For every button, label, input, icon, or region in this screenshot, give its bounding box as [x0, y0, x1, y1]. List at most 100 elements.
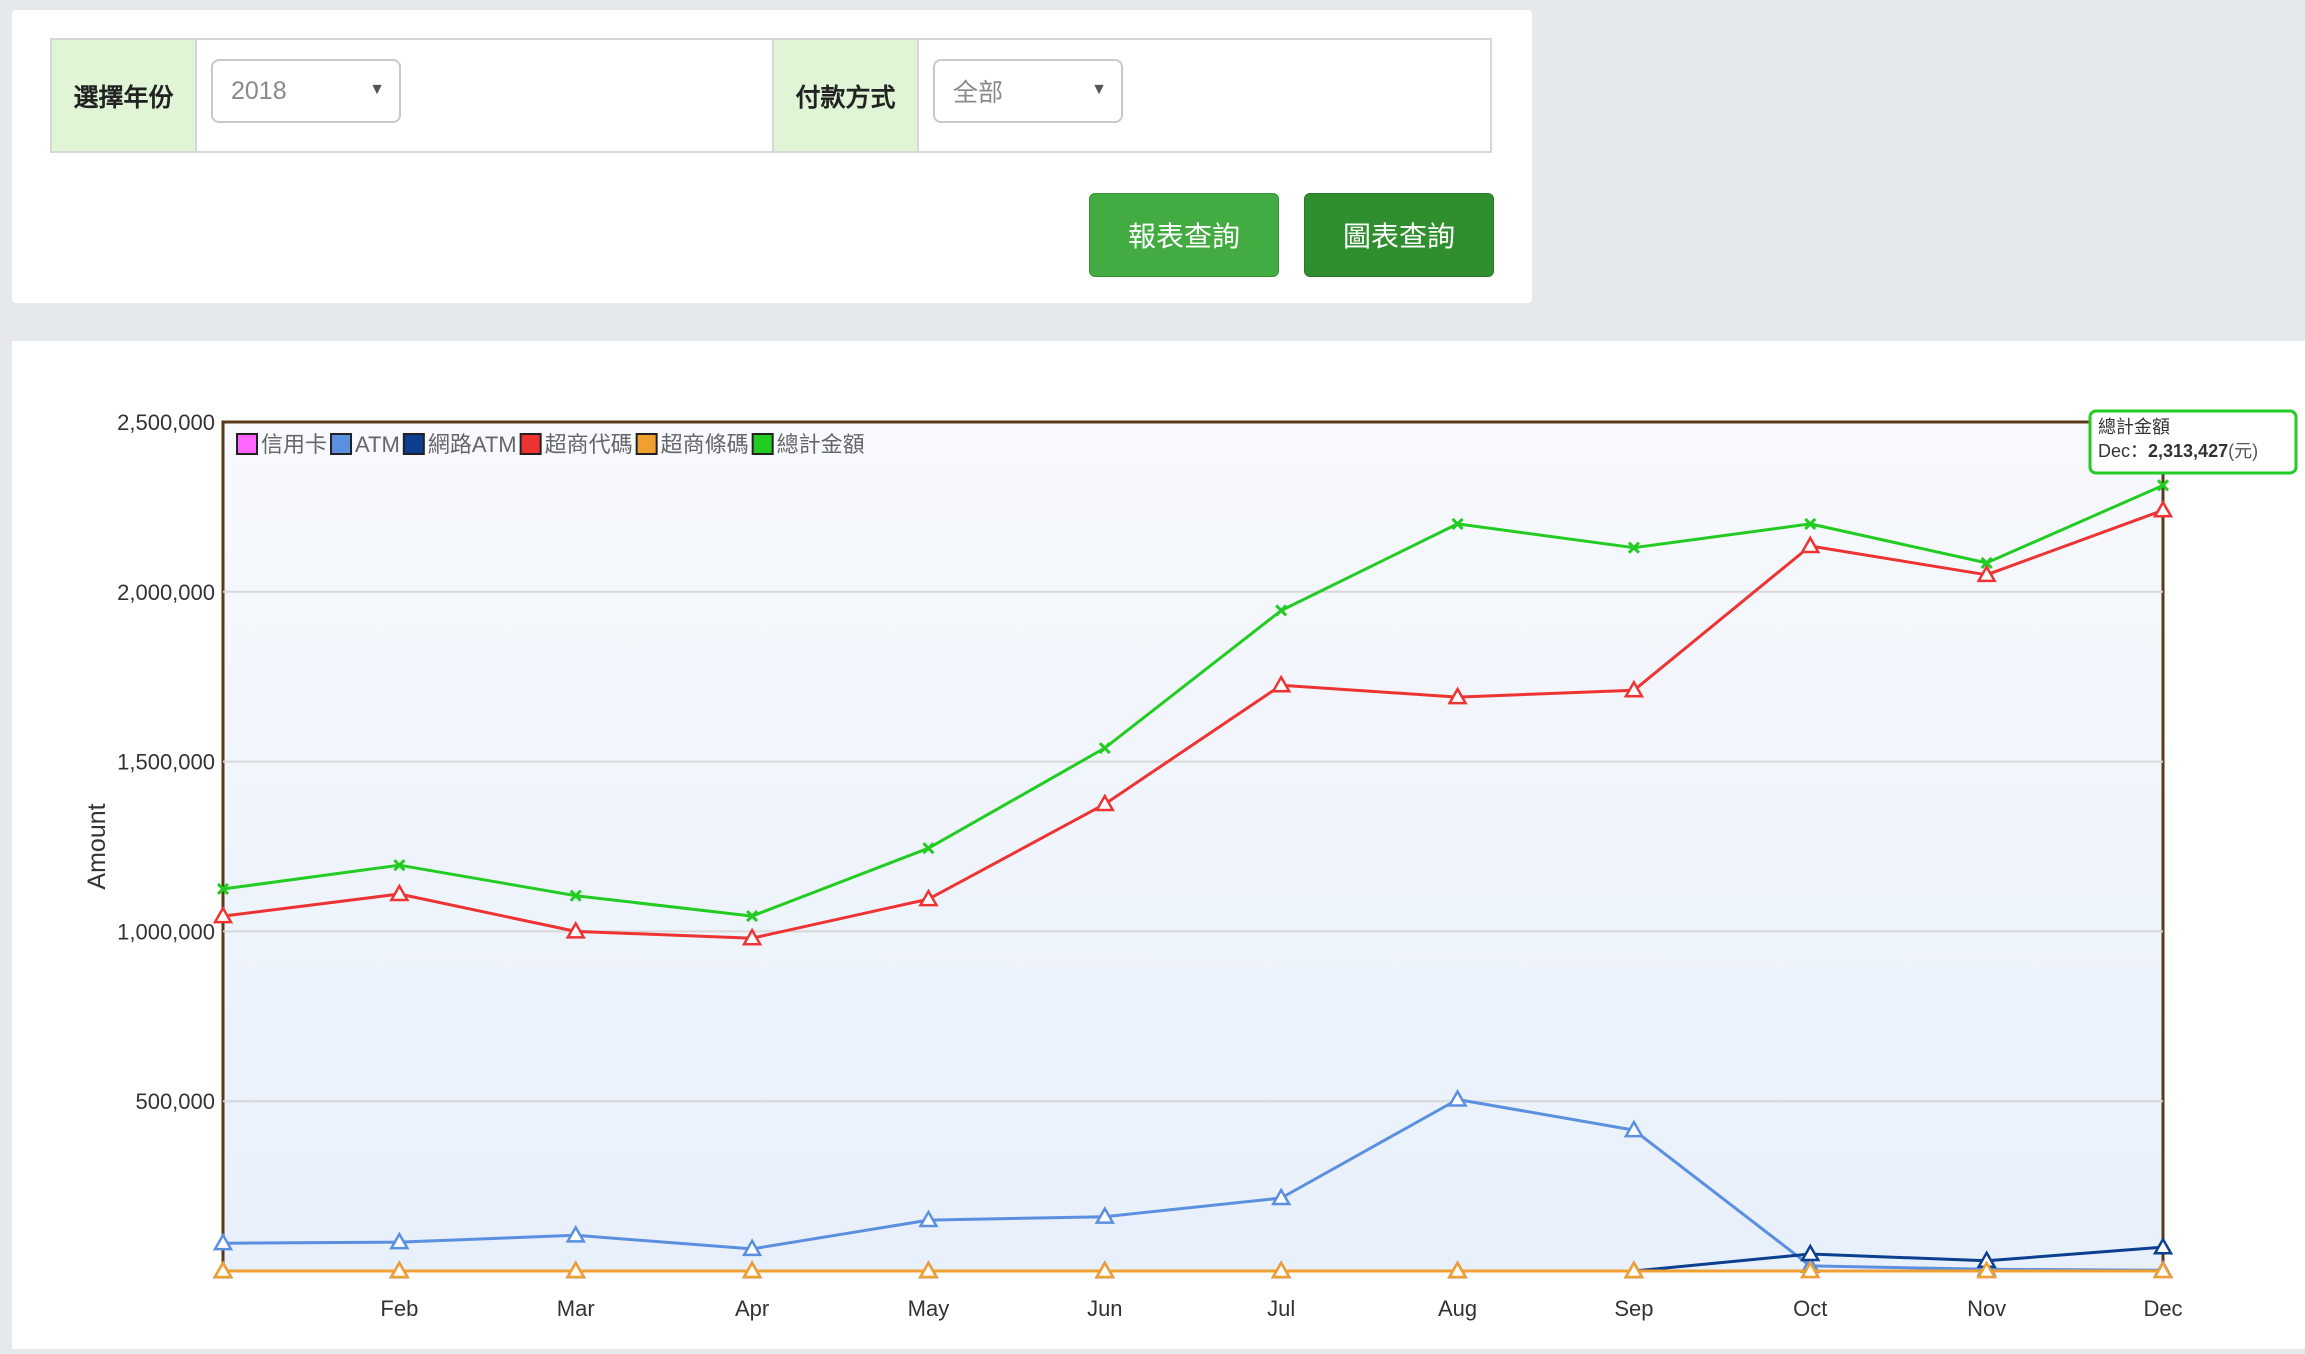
legend: 信用卡 ATM 網路ATM 超商代碼 超商條碼 總計金額	[236, 432, 865, 457]
legend-swatch	[751, 433, 774, 455]
tooltip-title: 總計金額	[2098, 417, 2170, 437]
data-point	[741, 1260, 763, 1279]
data-point	[1447, 1088, 1468, 1107]
legend-item[interactable]: 超商條碼	[635, 432, 749, 457]
data-point	[389, 1260, 410, 1279]
x-tick-label: Mar	[557, 1296, 595, 1321]
legend-swatch	[330, 433, 353, 455]
data-point	[1271, 674, 1292, 693]
legend-label: 網路ATM	[428, 432, 517, 457]
data-point	[212, 1260, 234, 1279]
report-query-button[interactable]: 報表查詢	[1089, 193, 1279, 277]
line-chart: 500,000 1,000,000 1,500,000 2,000,000 2,500,…	[83, 409, 2298, 1321]
data-point	[565, 1260, 586, 1279]
legend-item[interactable]: 總計金額	[751, 432, 865, 457]
data-point	[922, 842, 935, 855]
data-point	[1447, 1260, 1468, 1279]
data-point	[1800, 1243, 1821, 1262]
year-select[interactable]: 2018 ▼	[211, 59, 401, 123]
y-tick-label: 1,000,000	[117, 919, 215, 944]
tooltip: 總計金額 Dec：2,313,427(元)	[2088, 409, 2298, 475]
legend-item[interactable]: ATM	[330, 432, 400, 457]
y-axis-ticks: 500,000 1,000,000 1,500,000 2,000,000 2,500,…	[117, 410, 215, 1114]
x-tick-label: Sep	[1614, 1296, 1653, 1321]
x-tick-label: Aug	[1438, 1296, 1477, 1321]
data-point	[746, 910, 759, 923]
x-tick-label: Jun	[1087, 1296, 1122, 1321]
data-point	[2156, 479, 2170, 492]
data-point	[1800, 535, 1821, 554]
series-line	[222, 484, 2164, 918]
data-point	[1098, 741, 1111, 755]
payment-cell: 全部 ▼	[919, 40, 1490, 151]
legend-item[interactable]: 信用卡	[236, 432, 327, 457]
legend-swatch	[519, 433, 542, 455]
payment-label: 付款方式	[774, 40, 919, 151]
legend-swatch	[236, 433, 258, 455]
filter-panel: 選擇年份 2018 ▼ 付款方式 全部 ▼ 報表查詢 圖表查詢	[12, 10, 1532, 303]
data-point	[565, 1224, 586, 1243]
chart-query-button[interactable]: 圖表查詢	[1304, 193, 1494, 277]
data-point	[216, 882, 230, 896]
year-label: 選擇年份	[52, 40, 197, 151]
data-point	[1800, 1260, 1821, 1279]
year-cell: 2018 ▼	[197, 40, 774, 151]
payment-select-value: 全部	[953, 79, 1004, 107]
y-tick-label: 2,500,000	[117, 410, 215, 435]
filter-table: 選擇年份 2018 ▼ 付款方式 全部 ▼	[50, 38, 1492, 153]
data-point	[918, 888, 939, 907]
year-select-value: 2018	[231, 76, 287, 105]
tooltip-value: 2,313,427	[2148, 441, 2228, 461]
data-point	[1623, 679, 1645, 698]
y-tick-label: 2,000,000	[117, 580, 215, 605]
x-tick-label: Oct	[1793, 1296, 1827, 1321]
data-point	[741, 927, 763, 946]
data-point	[1271, 1187, 1292, 1206]
x-tick-label: Jul	[1267, 1296, 1295, 1321]
tooltip-box	[2088, 409, 2298, 475]
series-line	[222, 1098, 2164, 1272]
plot-area	[221, 420, 2165, 1273]
data-point	[1451, 517, 1464, 530]
legend-swatch	[635, 433, 658, 455]
legend-label: 總計金額	[777, 432, 865, 457]
data-point	[918, 1260, 939, 1279]
data-point	[2152, 1236, 2174, 1255]
y-axis-label: Amount	[83, 803, 111, 889]
series-group	[212, 479, 2174, 1279]
y-tick-label: 1,500,000	[117, 750, 215, 775]
data-point	[565, 920, 586, 939]
data-point	[1804, 517, 1817, 530]
x-tick-label: May	[908, 1296, 950, 1321]
data-point	[1094, 793, 1115, 812]
data-point	[1623, 1119, 1645, 1138]
data-point	[389, 883, 410, 902]
legend-label: 超商條碼	[661, 432, 749, 457]
tooltip-line: Dec：2,313,427(元)	[2098, 441, 2258, 461]
series-line	[222, 508, 2164, 940]
data-point	[1976, 564, 1997, 583]
data-point	[1976, 1260, 1997, 1279]
chevron-down-icon: ▼	[1091, 81, 1107, 98]
data-point	[1094, 1260, 1115, 1279]
data-point	[2152, 1260, 2174, 1279]
legend-label: 信用卡	[261, 432, 327, 457]
data-point	[1980, 556, 1993, 569]
payment-select[interactable]: 全部 ▼	[933, 59, 1123, 123]
data-point	[212, 905, 234, 924]
x-tick-label: Feb	[380, 1296, 418, 1321]
tooltip-unit: (元)	[2228, 441, 2258, 461]
data-point	[741, 1238, 763, 1257]
legend-item[interactable]: 超商代碼	[519, 432, 633, 457]
data-point	[1271, 1260, 1292, 1279]
legend-label: 超商代碼	[545, 432, 633, 457]
chevron-down-icon: ▼	[369, 81, 385, 98]
grid-lines	[223, 590, 2163, 1103]
x-axis-ticks: Feb Mar Apr May Jun Jul Aug Sep Oct Nov Dec	[380, 1296, 2182, 1321]
legend-label: ATM	[355, 432, 400, 457]
data-point	[393, 859, 406, 872]
data-point	[389, 1231, 410, 1250]
legend-item[interactable]: 網路ATM	[402, 432, 517, 457]
data-point	[918, 1209, 939, 1228]
y-tick-label: 500,000	[135, 1089, 215, 1114]
